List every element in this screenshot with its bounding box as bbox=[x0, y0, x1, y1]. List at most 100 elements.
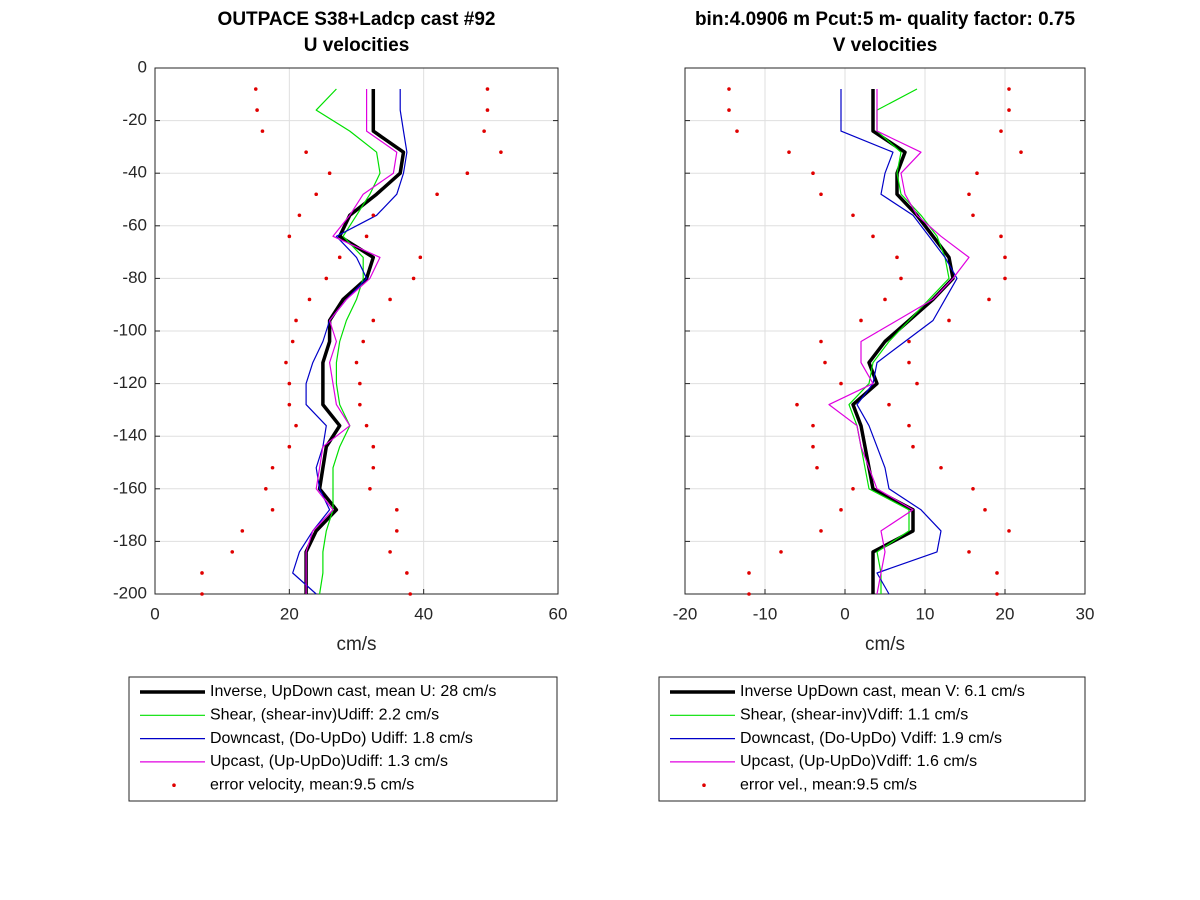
error-dot bbox=[314, 192, 319, 197]
error-dot bbox=[795, 402, 799, 407]
error-dot bbox=[987, 297, 991, 302]
y-tick-label: -140 bbox=[113, 426, 147, 445]
error-dot bbox=[287, 381, 292, 386]
y-tick-label: -180 bbox=[113, 531, 147, 550]
legend-label: Downcast, (Do-UpDo) Udiff: 1.8 cm/s bbox=[210, 730, 473, 747]
profile-line bbox=[305, 89, 398, 594]
error-dot bbox=[727, 87, 731, 91]
error-dot bbox=[354, 360, 359, 365]
error-dot bbox=[200, 571, 204, 575]
error-dot bbox=[287, 234, 292, 239]
error-dot bbox=[418, 255, 423, 260]
error-dot bbox=[260, 129, 265, 133]
y-tick-label: -60 bbox=[122, 215, 147, 234]
error-dot bbox=[1019, 150, 1023, 154]
error-dot bbox=[947, 318, 951, 323]
error-dot bbox=[907, 339, 911, 344]
x-tick-label: 10 bbox=[916, 604, 935, 623]
error-dot bbox=[895, 255, 899, 260]
error-dot bbox=[995, 571, 999, 575]
error-dot bbox=[304, 150, 308, 154]
error-dot bbox=[735, 129, 739, 133]
error-dot bbox=[883, 297, 887, 302]
x-tick-label: 0 bbox=[150, 604, 159, 623]
error-dot bbox=[839, 381, 843, 386]
legend-label: Inverse, UpDown cast, mean U: 28 cm/s bbox=[210, 683, 496, 700]
error-dot bbox=[915, 381, 919, 386]
error-dot bbox=[364, 234, 369, 239]
chart-subtitle: V velocities bbox=[833, 35, 938, 56]
error-dot bbox=[811, 171, 815, 175]
error-dot bbox=[859, 318, 863, 323]
x-tick-label: -10 bbox=[753, 604, 778, 623]
error-dot bbox=[405, 571, 409, 575]
error-dot bbox=[911, 444, 915, 449]
error-dot bbox=[482, 129, 486, 133]
profile-line bbox=[828, 89, 970, 595]
x-tick-label: -20 bbox=[673, 604, 698, 623]
error-dot bbox=[297, 213, 302, 218]
error-dot bbox=[999, 234, 1003, 239]
error-dot bbox=[371, 213, 376, 218]
error-dot bbox=[270, 465, 275, 470]
error-dot bbox=[967, 550, 971, 554]
error-dot bbox=[819, 339, 823, 344]
x-tick-label: 20 bbox=[996, 604, 1015, 623]
chart-subtitle: U velocities bbox=[304, 35, 410, 56]
legend-swatch bbox=[702, 783, 706, 787]
error-dot bbox=[999, 129, 1003, 133]
chart-title: OUTPACE S38+Ladcp cast #92 bbox=[218, 9, 496, 30]
error-dot bbox=[967, 192, 971, 197]
error-dot bbox=[907, 423, 911, 428]
error-dot bbox=[294, 318, 298, 323]
error-dot bbox=[364, 423, 369, 428]
error-dot bbox=[1003, 276, 1007, 281]
x-tick-label: 0 bbox=[840, 604, 849, 623]
error-dot bbox=[255, 108, 259, 112]
error-dot bbox=[1007, 529, 1011, 533]
error-dot bbox=[815, 465, 819, 470]
error-dot bbox=[811, 444, 815, 449]
error-dot bbox=[371, 444, 376, 449]
error-dot bbox=[294, 423, 298, 428]
error-dot bbox=[1007, 108, 1011, 112]
y-tick-label: -40 bbox=[122, 163, 147, 182]
error-dot bbox=[899, 276, 903, 281]
error-dot bbox=[851, 487, 855, 491]
error-dot bbox=[264, 487, 268, 491]
error-dot bbox=[290, 339, 295, 344]
error-dot bbox=[358, 381, 362, 386]
error-dot bbox=[324, 276, 329, 281]
error-dot bbox=[411, 276, 416, 281]
error-dot bbox=[395, 508, 399, 512]
legend-swatch bbox=[172, 783, 176, 787]
error-dot bbox=[887, 402, 891, 407]
legend-label: error velocity, mean:9.5 cm/s bbox=[210, 776, 414, 793]
x-tick-label: 60 bbox=[549, 604, 568, 623]
error-dot bbox=[819, 192, 823, 197]
x-tick-label: 20 bbox=[280, 604, 299, 623]
legend-label: Shear, (shear-inv)Vdiff: 1.1 cm/s bbox=[740, 707, 968, 724]
error-dot bbox=[368, 487, 372, 491]
legend-label: error vel., mean:9.5 cm/s bbox=[740, 776, 917, 793]
error-dot bbox=[371, 465, 376, 470]
error-dot bbox=[240, 529, 245, 533]
error-dot bbox=[747, 592, 751, 596]
plot-frame bbox=[684, 67, 1086, 595]
error-dot bbox=[871, 234, 875, 239]
error-dot bbox=[485, 108, 490, 112]
error-dot bbox=[747, 571, 751, 575]
error-dot bbox=[361, 339, 366, 344]
legend-label: Upcast, (Up-UpDo)Vdiff: 1.6 cm/s bbox=[740, 753, 977, 770]
y-tick-label: 0 bbox=[138, 57, 147, 76]
y-tick-label: -160 bbox=[113, 478, 147, 497]
profile-line bbox=[292, 89, 408, 595]
y-tick-label: -120 bbox=[113, 373, 147, 392]
error-dot bbox=[907, 360, 911, 365]
error-dot bbox=[408, 592, 413, 596]
error-dot bbox=[307, 297, 312, 302]
profile-line bbox=[840, 89, 958, 595]
error-dot bbox=[839, 508, 843, 512]
error-dot bbox=[337, 255, 342, 260]
